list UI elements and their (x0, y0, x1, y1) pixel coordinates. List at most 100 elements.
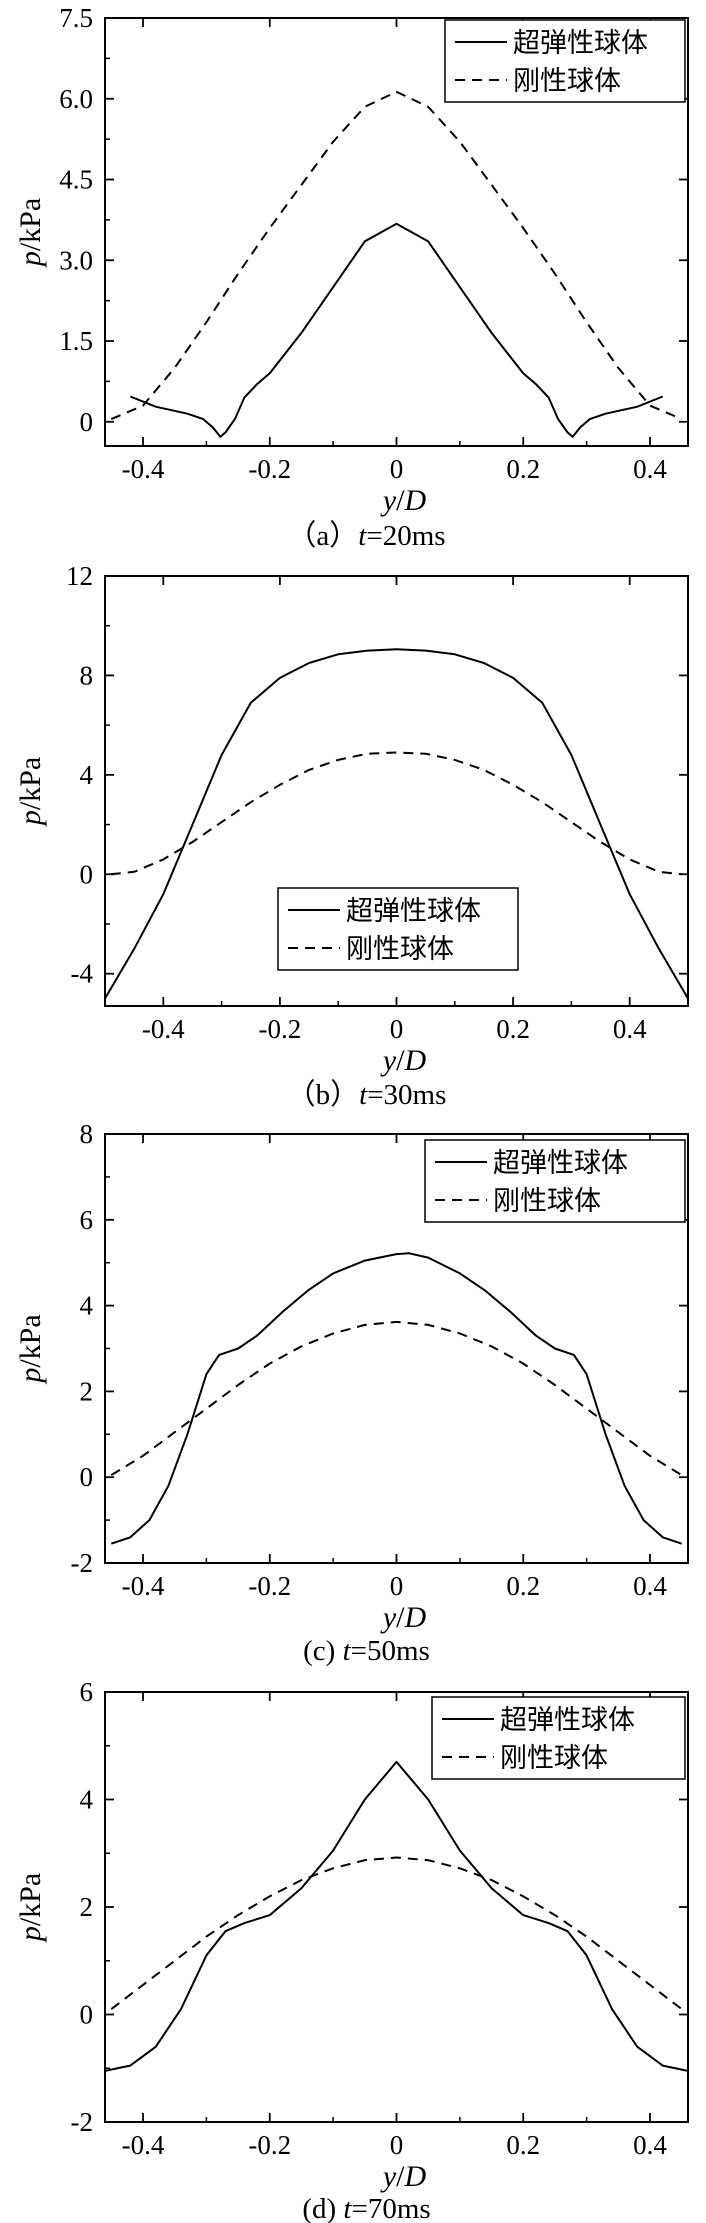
y-tick-label: 2 (80, 1892, 94, 1922)
caption-prefix: (d) (302, 2193, 343, 2223)
y-axis-label-unit: /kPa (14, 198, 47, 251)
x-tick-label: 0.4 (633, 454, 667, 484)
x-tick-label: 0 (390, 1571, 404, 1601)
panel-caption: （a）t=20ms (287, 520, 445, 552)
x-axis-label-var2: D (404, 1601, 427, 1634)
legend-label: 超弹性球体 (500, 1705, 635, 1736)
x-axis-label-sep: / (396, 484, 405, 517)
y-tick-label: -2 (71, 1548, 94, 1578)
y-tick-label: 0 (80, 859, 94, 889)
y-tick-label: 7.5 (59, 3, 93, 33)
y-tick-label: 0 (80, 2000, 94, 2030)
x-axis-label-sep: / (396, 2160, 405, 2193)
panel-caption: （b）t=30ms (287, 1079, 447, 1111)
y-tick-label: -2 (71, 2107, 94, 2137)
x-tick-label: 0.4 (633, 1571, 667, 1601)
x-axis-label: y/D (380, 1601, 427, 1634)
x-axis-label: y/D (380, 484, 427, 517)
x-axis-label-var: y (380, 1044, 397, 1077)
y-tick-label: 6 (80, 1205, 94, 1235)
x-tick-label: 0 (390, 1014, 404, 1044)
y-tick-label: 8 (80, 1119, 94, 1149)
x-axis-label-var2: D (404, 484, 427, 517)
y-axis-label: p/kPa (14, 198, 47, 268)
y-axis-label-unit: /kPa (14, 1314, 47, 1367)
caption-prefix: （b） (287, 1079, 360, 1111)
caption-var: t (358, 520, 367, 552)
x-tick-label: -0.4 (122, 454, 165, 484)
y-tick-label: -4 (71, 959, 94, 989)
y-axis-label-var: p (14, 251, 47, 268)
x-tick-label: -0.4 (122, 2130, 165, 2160)
legend-box (277, 887, 519, 971)
x-tick-label: -0.2 (248, 454, 291, 484)
legend-label: 刚性球体 (493, 1186, 601, 1217)
legend-label: 刚性球体 (500, 1743, 608, 1774)
caption-eq: =30ms (367, 1079, 446, 1111)
y-tick-label: 3.0 (59, 245, 93, 275)
x-axis-label-var2: D (404, 2160, 427, 2193)
x-tick-label: 0 (390, 454, 404, 484)
caption-var: t (343, 1635, 352, 1667)
x-tick-label: -0.2 (259, 1014, 302, 1044)
x-axis-label-var: y (380, 484, 397, 517)
y-tick-label: 6 (80, 1677, 94, 1707)
y-tick-label: 12 (66, 561, 93, 591)
x-axis-label-sep: / (396, 1601, 405, 1634)
series-hyperelastic-sphere (110, 1252, 683, 1545)
caption-eq: =70ms (351, 2193, 430, 2223)
y-tick-label: 4 (80, 1785, 94, 1815)
x-tick-label: 0.2 (506, 2130, 540, 2160)
legend-label: 超弹性球体 (513, 28, 648, 59)
caption-var: t (359, 1079, 368, 1111)
x-tick-label: 0 (390, 2130, 404, 2160)
series-rigid-sphere (110, 751, 683, 876)
y-tick-label: 0 (80, 1462, 94, 1492)
x-tick-label: -0.2 (248, 2130, 291, 2160)
caption-prefix: （a） (287, 520, 358, 552)
series-hyperelastic-sphere (105, 1760, 688, 2072)
caption-prefix: (c) (303, 1635, 342, 1667)
x-tick-label: -0.4 (142, 1014, 185, 1044)
legend-label: 超弹性球体 (346, 896, 481, 927)
y-axis-label-var: p (14, 1368, 47, 1385)
y-tick-label: 4.5 (59, 165, 93, 195)
y-tick-label: 4 (80, 1291, 94, 1321)
x-tick-label: 0.2 (506, 454, 540, 484)
series-rigid-sphere (110, 90, 683, 421)
x-tick-label: 0.2 (506, 1571, 540, 1601)
legend-box (444, 19, 686, 103)
caption-eq: =20ms (366, 520, 445, 552)
y-axis-label-unit: /kPa (14, 757, 47, 810)
x-axis-label-var: y (380, 1601, 397, 1634)
series-rigid-sphere (110, 1856, 683, 2010)
x-tick-label: 0.2 (496, 1014, 530, 1044)
caption-eq: =50ms (351, 1635, 430, 1667)
x-axis-label-var2: D (404, 1044, 427, 1077)
legend-label: 超弹性球体 (493, 1148, 628, 1179)
x-axis-label-var: y (380, 2160, 397, 2193)
panel-caption: (d) t=70ms (302, 2193, 430, 2223)
chart-panel-1: 0 1.5 3.0 4.5 6.0 7.5 -0.4 -0.2 0 0.2 0.4 超弹性球体刚性球体… (14, 3, 689, 552)
series-hyperelastic-sphere (129, 222, 664, 438)
x-tick-label: -0.4 (122, 1571, 165, 1601)
y-tick-label: 1.5 (59, 326, 93, 356)
x-axis-label-sep: / (396, 1044, 405, 1077)
legend-label: 刚性球体 (513, 66, 621, 97)
y-axis-label-var: p (14, 1926, 47, 1943)
x-axis-label: y/D (380, 1044, 427, 1077)
y-tick-label: 2 (80, 1376, 94, 1406)
x-axis-label: y/D (380, 2160, 427, 2193)
y-axis-label: p/kPa (14, 757, 47, 827)
y-axis-label: p/kPa (14, 1873, 47, 1943)
y-tick-label: 4 (80, 760, 94, 790)
y-tick-label: 0 (80, 407, 94, 437)
legend-box (431, 1696, 686, 1780)
series-rigid-sphere (110, 1320, 683, 1476)
